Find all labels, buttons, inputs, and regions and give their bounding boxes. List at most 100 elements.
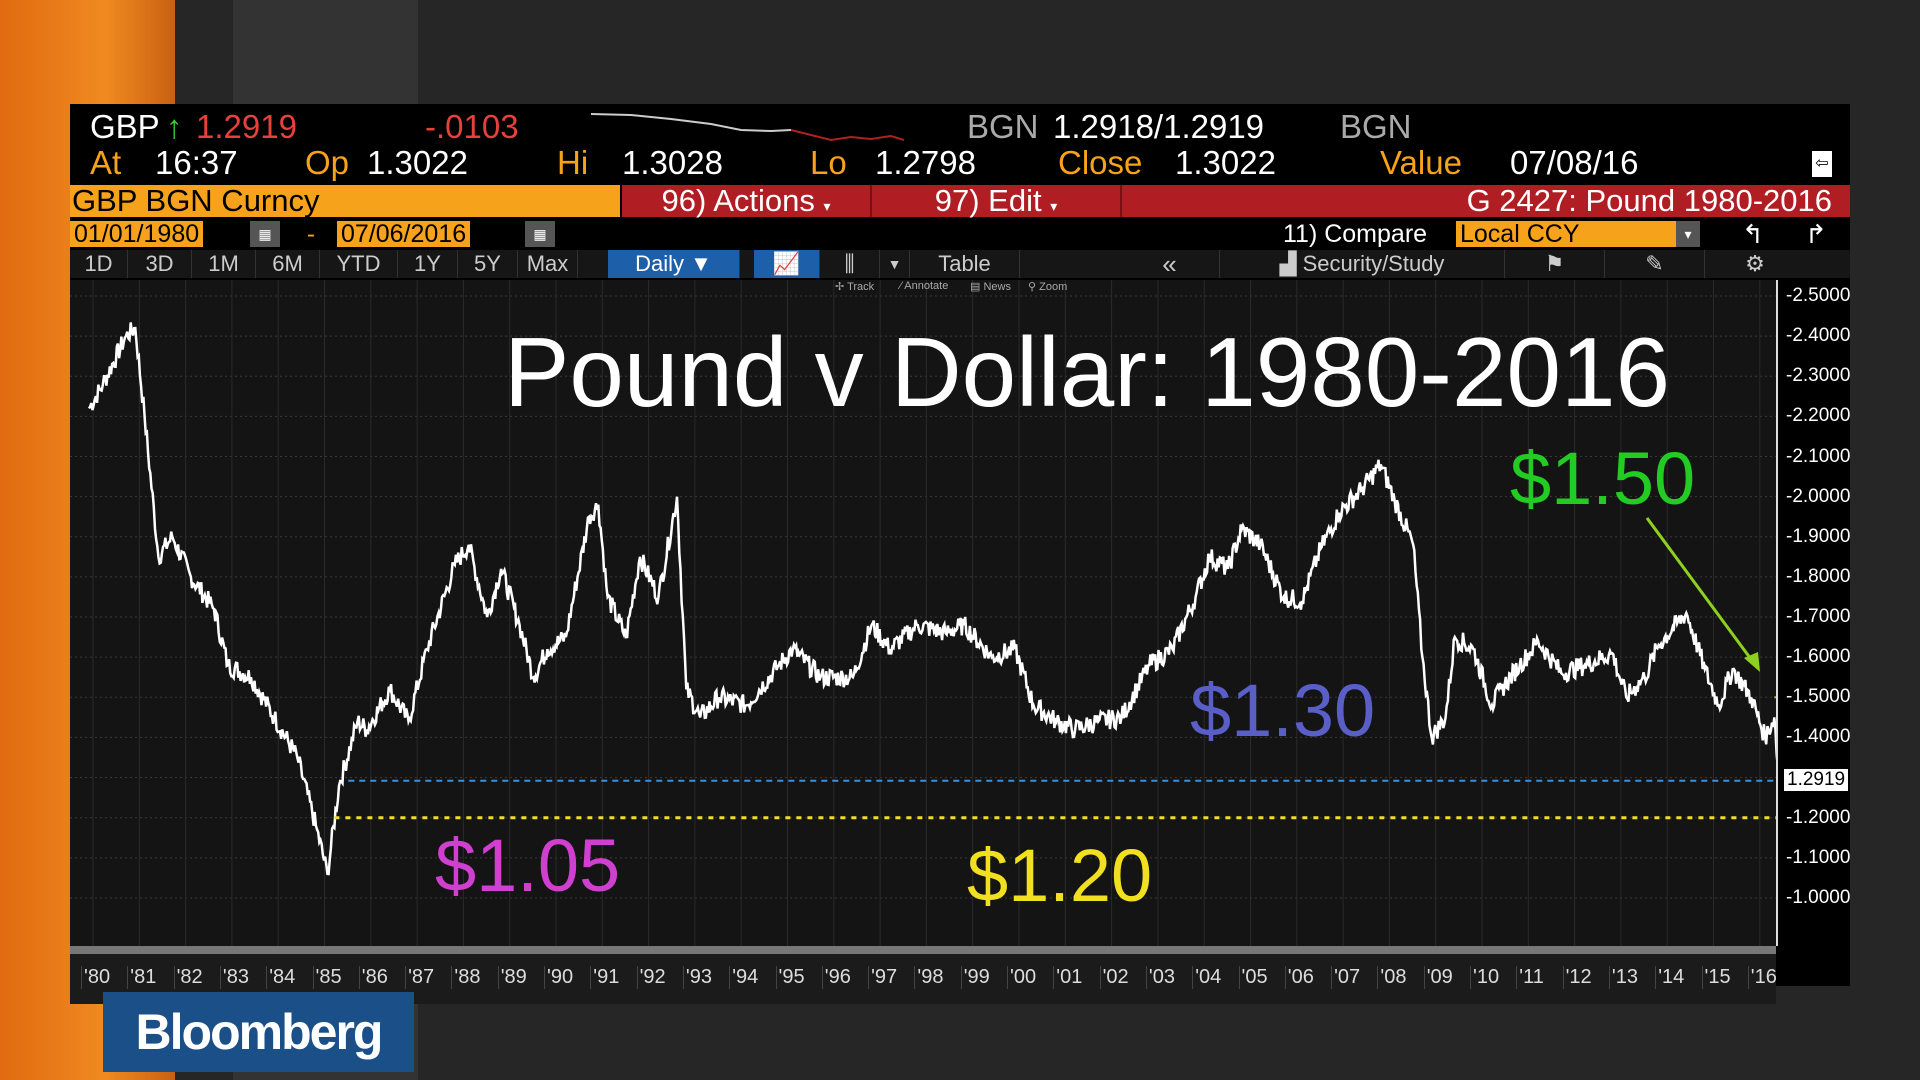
actions-label: 96) Actions: [661, 183, 815, 218]
annotation-label: $1.50: [1510, 437, 1695, 520]
value-date: 07/08/16: [1510, 144, 1639, 181]
chart-toolbar: 1D 3D 1M 6M YTD 1Y 5Y Max Daily ▼ 📈 ⫼ ▼ …: [70, 250, 1850, 278]
annotate-tool[interactable]: ⁄ Annotate: [900, 280, 949, 292]
bid-source: BGN: [967, 108, 1039, 145]
undo-icon[interactable]: ↰: [1742, 219, 1764, 249]
chart-title: Pound v Dollar: 1980-2016: [504, 317, 1670, 427]
annotation-label: $1.20: [967, 834, 1152, 917]
last-price-tag: 1.2919: [1784, 768, 1849, 791]
compare-button[interactable]: 11) Compare: [1283, 220, 1428, 248]
x-tick-label: '06: [1284, 966, 1314, 989]
flag-icon[interactable]: ⚑: [1505, 250, 1605, 278]
open-label: Op: [305, 144, 350, 181]
green-arrow-head: [1744, 652, 1760, 672]
calendar-icon[interactable]: ▦: [525, 221, 555, 247]
low-label: Lo: [810, 144, 847, 181]
x-tick-label: '97: [868, 966, 897, 989]
x-tick-label: '94: [729, 966, 758, 989]
chevron-down-icon[interactable]: ▾: [1676, 221, 1700, 247]
actions-menu[interactable]: 96) Actions ▾: [622, 185, 872, 217]
track-tool[interactable]: ✢ Track: [835, 281, 875, 293]
range-1m[interactable]: 1M: [192, 250, 256, 278]
low-value: 1.2798: [875, 144, 976, 181]
annotation-label: $1.30: [1190, 669, 1375, 752]
x-tick-label: '10: [1470, 966, 1499, 989]
edit-label: 97) Edit: [934, 183, 1042, 218]
range-5y[interactable]: 5Y: [458, 250, 518, 278]
edit-icon[interactable]: ✎: [1605, 250, 1705, 278]
start-date-input[interactable]: 01/01/1980: [70, 221, 204, 247]
y-tick-label: -1.7000: [1786, 606, 1851, 628]
calendar-icon[interactable]: ▦: [250, 221, 280, 247]
y-tick-label: -1.4000: [1786, 726, 1851, 748]
zoom-label: Zoom: [1039, 281, 1068, 293]
x-tick-label: '92: [636, 966, 666, 989]
x-tick-label: '13: [1608, 966, 1638, 989]
y-tick-label: -1.9000: [1786, 525, 1851, 547]
x-tick-label: '15: [1701, 966, 1731, 989]
y-tick-label: -1.8000: [1786, 565, 1851, 587]
time-value: 16:37: [155, 144, 238, 181]
security-field[interactable]: GBP BGN Curncy: [70, 185, 620, 217]
news-tool[interactable]: ▤ News: [970, 281, 1011, 293]
currency-select[interactable]: Local CCY: [1456, 221, 1676, 247]
y-tick-label: -1.2000: [1786, 806, 1851, 828]
x-tick-label: '83: [219, 966, 249, 989]
x-tick-label: '86: [358, 966, 388, 989]
security-study-button[interactable]: ▟ Security/Study: [1220, 250, 1505, 278]
range-1d[interactable]: 1D: [70, 250, 128, 278]
close-label: Close: [1058, 144, 1143, 181]
track-label: Track: [847, 281, 875, 293]
range-1y[interactable]: 1Y: [398, 250, 458, 278]
chart-svg: Pound v Dollar: 1980-2016 $1.50 $1.30 $1.05…: [70, 280, 1781, 1042]
price-line: [87, 322, 1781, 876]
x-tick-label: '14: [1655, 966, 1684, 989]
x-tick-label: '09: [1423, 966, 1453, 989]
collapse-button[interactable]: «: [1120, 250, 1220, 278]
range-3d[interactable]: 3D: [128, 250, 192, 278]
annotation-label: $1.05: [435, 824, 620, 907]
high-value: 1.3028: [622, 144, 723, 181]
green-arrow: [1645, 517, 1758, 667]
x-tick-label: '00: [1007, 966, 1036, 989]
annotate-label: Annotate: [904, 280, 949, 292]
y-tick-label: -1.6000: [1786, 646, 1851, 668]
x-tick-label: '93: [682, 966, 712, 989]
intraday-sparkline: [591, 113, 904, 142]
x-tick-label: '82: [173, 966, 203, 989]
end-date-input[interactable]: 07/06/2016: [337, 221, 471, 247]
high-label: Hi: [557, 144, 589, 181]
y-tick-label: -1.1000: [1786, 846, 1851, 868]
study-icon: ▟: [1279, 251, 1303, 276]
edit-menu[interactable]: 97) Edit ▾: [872, 185, 1122, 217]
x-tick-label: '85: [312, 966, 342, 989]
redo-icon[interactable]: ↱: [1805, 219, 1827, 249]
export-icon[interactable]: ⇦: [1812, 151, 1832, 177]
last-price: 1.2919: [196, 108, 297, 145]
bar-chart-icon[interactable]: ⫼: [820, 250, 880, 278]
zoom-tool[interactable]: ⚲ Zoom: [1028, 281, 1068, 293]
x-tick-label: '99: [960, 966, 990, 989]
x-tick-label: '84: [266, 966, 295, 989]
y-tick-label: -1.5000: [1786, 686, 1851, 708]
range-6m[interactable]: 6M: [256, 250, 320, 278]
chart-name: G 2427: Pound 1980-2016: [1466, 183, 1832, 218]
y-tick-label: -2.3000: [1786, 365, 1851, 387]
gear-icon[interactable]: ⚙: [1745, 251, 1765, 276]
net-change: -.0103: [425, 108, 519, 145]
security-study-label: Security/Study: [1302, 251, 1445, 276]
x-tick-label: '88: [451, 966, 480, 989]
open-value: 1.3022: [367, 144, 468, 181]
range-ytd[interactable]: YTD: [320, 250, 398, 278]
table-button[interactable]: Table: [910, 250, 1020, 278]
close-value: 1.3022: [1175, 144, 1276, 181]
line-chart-icon[interactable]: 📈: [754, 250, 820, 278]
x-tick-label: '07: [1331, 966, 1360, 989]
period-select[interactable]: Daily ▼: [608, 250, 740, 278]
range-max[interactable]: Max: [518, 250, 578, 278]
x-tick-label: '05: [1238, 966, 1268, 989]
chevron-down-icon[interactable]: ▼: [880, 250, 910, 278]
news-label: News: [983, 281, 1011, 293]
x-tick-label: '98: [914, 966, 943, 989]
y-tick-label: -2.0000: [1786, 485, 1851, 507]
